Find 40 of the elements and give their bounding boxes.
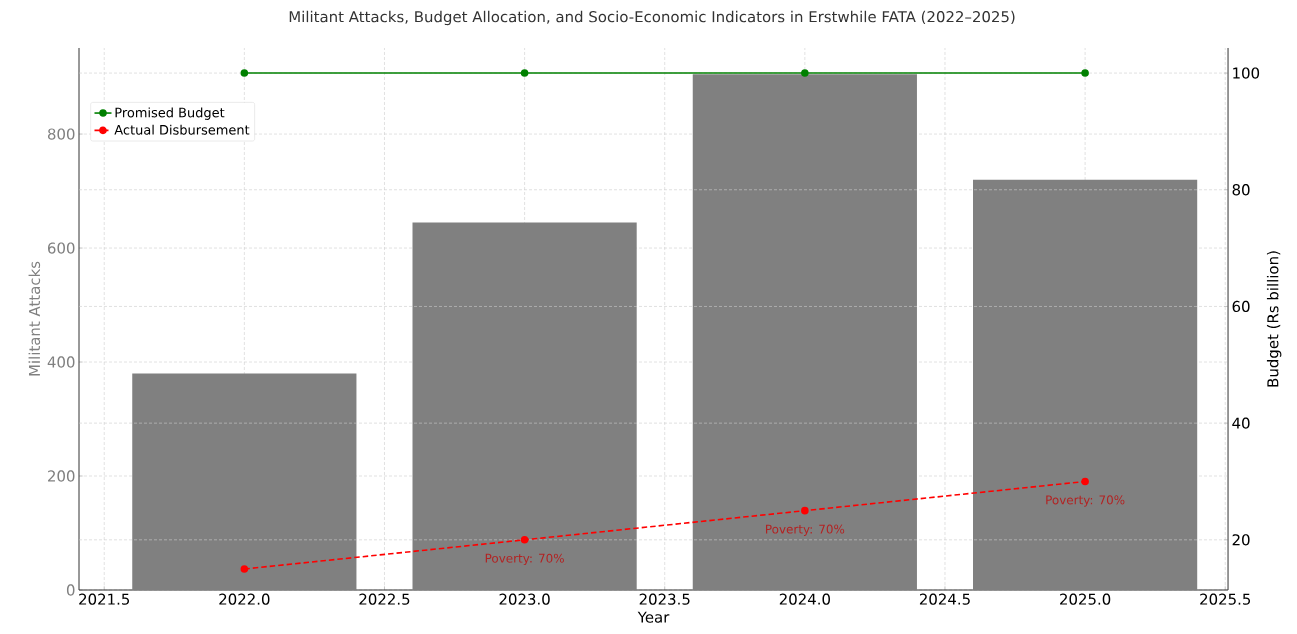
y2-tick-label: 80 [1232,184,1250,196]
y-tick-label: 0 [66,584,75,596]
x-tick-label: 2021.5 [79,593,130,605]
x-tick-label: 2023.0 [499,593,550,605]
y-tick-label: 600 [48,242,75,254]
point [801,506,809,515]
x-tick-label: 2023.5 [639,593,690,605]
bar [973,179,1198,590]
annotation: Poverty: 70% [1046,495,1125,507]
point [801,69,809,77]
y2-tick-label: 100 [1233,67,1260,79]
point [240,565,249,573]
y2-axis-title: Budget (Rs billion) [1266,251,1282,387]
x-tick-label: 2025.5 [1200,593,1251,605]
x-tick-label: 2024.5 [919,593,970,605]
y2-tick-label: 40 [1232,417,1250,429]
point [1081,69,1089,77]
legend-label: Promised Budget [115,107,225,120]
point [1081,477,1089,486]
annotation: Poverty: 70% [485,553,564,566]
x-axis-title: Year [637,611,670,623]
x-tick-label: 2024.0 [779,593,830,605]
bar [692,74,917,590]
x-tick-label: 2022.0 [219,593,270,605]
x-tick-label: 2025.0 [1060,593,1111,605]
x-tick-label: 2022.5 [359,593,410,605]
y-axis-title: Militant Attacks [28,261,41,376]
point [240,69,249,77]
bar [132,373,357,590]
point [520,69,529,77]
y-tick-label: 200 [48,470,75,482]
y-tick-label: 400 [47,356,75,368]
chart-title: Militant Attacks, Budget Allocation, and Socio-Economic Indicators in Erstwhile FATA (2022–2025) [289,10,1015,26]
y2-tick-label: 60 [1232,300,1250,313]
bar [412,222,637,590]
y2-tick-label: 20 [1232,534,1250,546]
legend-label: Actual Disbursement [114,124,250,135]
y-tick-label: 800 [47,128,75,140]
annotation: Poverty: 70% [766,524,845,536]
point [520,536,529,544]
